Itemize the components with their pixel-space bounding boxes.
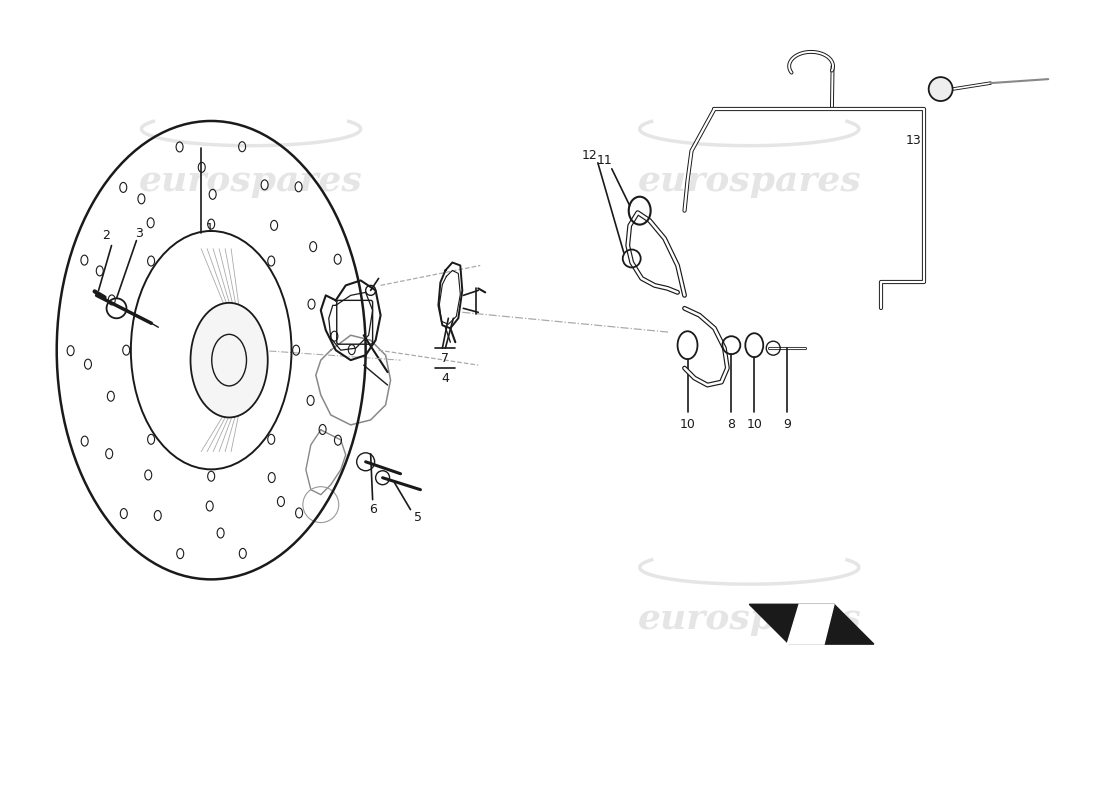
Text: eurospares: eurospares [637,602,861,636]
Circle shape [928,77,953,101]
Text: 2: 2 [102,229,110,242]
Text: 4: 4 [441,371,449,385]
Text: eurospares: eurospares [637,164,861,198]
Polygon shape [749,604,873,644]
Text: 1: 1 [206,222,213,235]
Text: 11: 11 [597,154,613,167]
Text: 6: 6 [368,503,376,516]
Text: 10: 10 [747,418,762,431]
Ellipse shape [190,303,267,418]
Text: 13: 13 [906,134,922,147]
Text: 9: 9 [783,418,791,431]
Text: 8: 8 [727,418,736,431]
Text: 3: 3 [135,227,143,240]
Text: 7: 7 [441,352,450,365]
Text: 5: 5 [415,511,422,524]
Polygon shape [788,604,834,644]
Text: eurospares: eurospares [140,164,363,198]
Text: 12: 12 [582,150,597,162]
Text: 10: 10 [680,418,695,431]
